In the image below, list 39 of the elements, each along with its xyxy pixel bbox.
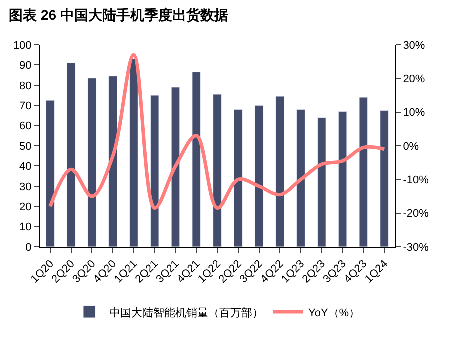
legend-label: YoY（%） <box>308 307 360 320</box>
bar <box>338 111 348 247</box>
bar <box>108 76 118 247</box>
bar <box>130 58 138 247</box>
y-tick-label: 50 <box>20 140 32 153</box>
bar <box>88 78 97 247</box>
y-tick-label: 100 <box>13 40 32 52</box>
y2-tick-label: 20% <box>403 74 426 86</box>
bar <box>150 95 160 247</box>
y-tick-label: 10 <box>20 222 32 234</box>
y-tick-label: 30 <box>20 181 32 194</box>
bar <box>213 94 222 247</box>
bar <box>317 117 326 247</box>
bar <box>66 62 76 247</box>
bar <box>234 109 243 247</box>
y-tick-label: 60 <box>20 120 32 133</box>
y2-tick-label: -10% <box>403 174 430 187</box>
bar <box>276 96 285 247</box>
y-tick-label: 0 <box>26 242 32 254</box>
y-tick-label: 40 <box>20 161 32 174</box>
line-series <box>48 53 386 210</box>
y-tick-label: 80 <box>20 80 32 92</box>
y2-tick-label: 0% <box>403 140 420 153</box>
bar <box>359 97 368 247</box>
chart-title: 图表 26 中国大陆手机季度出货数据 <box>9 6 228 23</box>
y2-tick-label: 10% <box>403 107 426 120</box>
y-tick-label: 20 <box>20 201 32 214</box>
y2-tick-label: -20% <box>403 208 430 220</box>
bar <box>380 110 389 247</box>
bar <box>192 72 202 247</box>
y-tick-label: 90 <box>20 60 32 72</box>
legend-label: 中国大陆智能机销量（百万部） <box>110 306 264 320</box>
bar <box>296 109 306 247</box>
bar <box>254 105 264 247</box>
bar <box>46 100 55 247</box>
y2-tick-label: 30% <box>403 40 426 52</box>
bar <box>171 87 180 247</box>
y2-tick-label: -30% <box>403 242 430 254</box>
y-tick-label: 70 <box>20 100 32 112</box>
